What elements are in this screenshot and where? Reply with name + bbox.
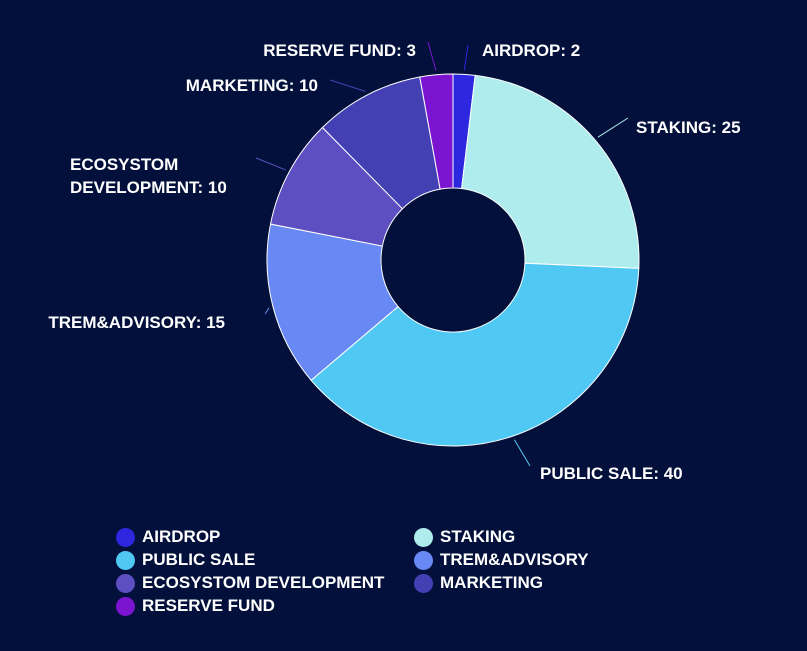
slice-staking[interactable] <box>462 75 639 268</box>
legend-item-marketing[interactable]: MARKETING <box>414 572 654 594</box>
callout-label-airdrop: AIRDROP: 2 <box>482 41 580 60</box>
legend-label: AIRDROP <box>142 527 220 547</box>
leader-line-marketing <box>330 80 365 91</box>
legend-item-airdrop[interactable]: AIRDROP <box>116 526 414 548</box>
callout-label-staking: STAKING: 25 <box>636 118 741 137</box>
leader-line-ecosystom-development <box>256 158 286 170</box>
leader-line-staking <box>598 118 628 137</box>
slices-layer <box>267 74 639 446</box>
callout-label-ecosystom-development: ECOSYSTOM DEVELOPMENT: 10 <box>70 155 227 197</box>
leader-line-trem-advisory <box>265 308 269 314</box>
legend-label: ECOSYSTOM DEVELOPMENT <box>142 573 384 593</box>
legend-label: STAKING <box>440 527 515 547</box>
legend-swatch <box>116 574 135 593</box>
legend-label: MARKETING <box>440 573 543 593</box>
leader-line-reserve-fund <box>428 42 436 71</box>
legend-swatch <box>414 551 433 570</box>
legend-item-public-sale[interactable]: PUBLIC SALE <box>116 549 414 571</box>
callout-label-reserve-fund: RESERVE FUND: 3 <box>263 41 416 60</box>
legend-swatch <box>414 528 433 547</box>
callout-label-public-sale: PUBLIC SALE: 40 <box>540 464 683 483</box>
legend-label: PUBLIC SALE <box>142 550 255 570</box>
leader-line-airdrop <box>464 45 468 70</box>
legend-swatch <box>116 597 135 616</box>
legend-item-trem-advisory[interactable]: TREM&ADVISORY <box>414 549 654 571</box>
legend-swatch <box>116 551 135 570</box>
legend-label: RESERVE FUND <box>142 596 275 616</box>
legend-item-ecosystom-development[interactable]: ECOSYSTOM DEVELOPMENT <box>116 572 414 594</box>
legend: AIRDROP STAKING PUBLIC SALE TREM&ADVISORY EC… <box>116 526 654 617</box>
legend-swatch <box>414 574 433 593</box>
legend-item-reserve-fund[interactable]: RESERVE FUND <box>116 595 414 617</box>
legend-label: TREM&ADVISORY <box>440 550 589 570</box>
callout-label-marketing: MARKETING: 10 <box>186 76 318 95</box>
legend-swatch <box>116 528 135 547</box>
callout-label-trem-advisory: TREM&ADVISORY: 15 <box>48 313 225 332</box>
leader-line-public-sale <box>514 440 530 466</box>
legend-item-staking[interactable]: STAKING <box>414 526 654 548</box>
